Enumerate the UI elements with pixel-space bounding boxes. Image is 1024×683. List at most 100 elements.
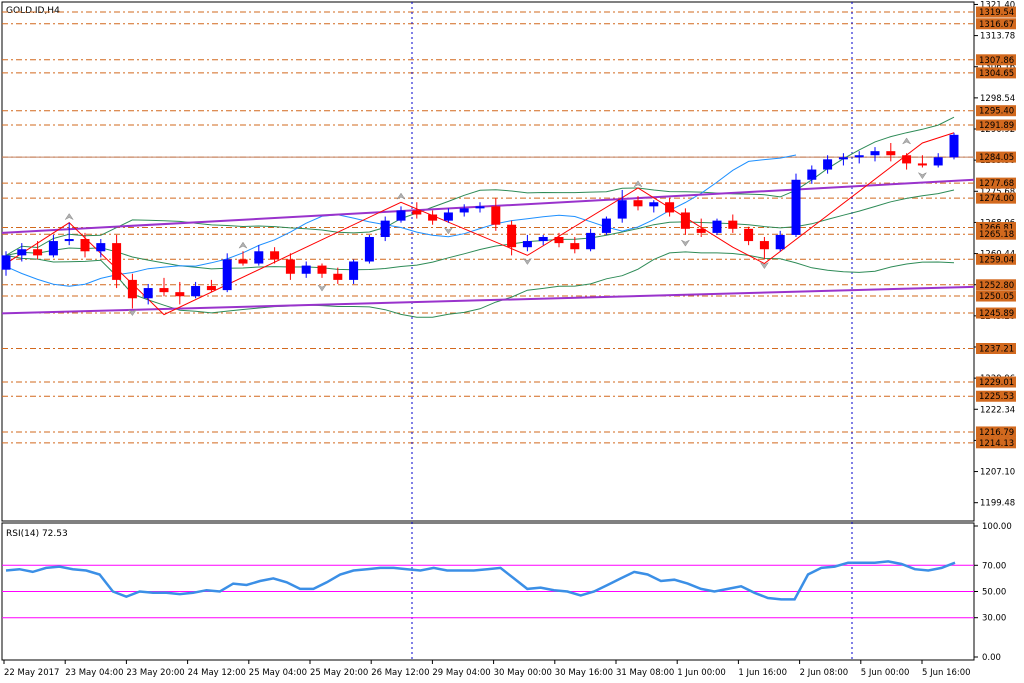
fractal-arrow xyxy=(443,227,454,235)
candle-body xyxy=(191,286,201,297)
candle-body xyxy=(538,236,548,242)
level-tag-label: 1225.53 xyxy=(979,392,1014,402)
candle-body xyxy=(333,273,343,280)
candle-body xyxy=(791,179,801,235)
candle-body xyxy=(112,243,122,280)
fractal-arrow xyxy=(317,284,327,292)
level-tag-bg xyxy=(976,119,1016,131)
time-label: 31 May 08:00 xyxy=(616,668,674,678)
price-tick-label: 1321.40 xyxy=(980,0,1015,10)
level-tag-label: 1259.04 xyxy=(979,255,1014,265)
level-tag-label: 1295.40 xyxy=(979,107,1014,117)
candle-body xyxy=(775,234,785,250)
candle-body xyxy=(601,218,611,233)
candle-body xyxy=(443,212,453,221)
rsi-tick-label: 100.00 xyxy=(982,522,1012,532)
time-label: 30 May 16:00 xyxy=(555,668,613,678)
time-label: 25 May 04:00 xyxy=(249,668,307,678)
fractal-arrow xyxy=(127,308,138,317)
time-label: 23 May 04:00 xyxy=(65,668,123,678)
level-tags: 1319.54 1316.67 1307.86 1304.65 1295.40 1291.… xyxy=(976,6,1016,449)
rsi-label: RSI(14) 72.53 xyxy=(6,529,68,539)
level-tag-bg xyxy=(976,67,1016,79)
time-label: 5 Jun 16:00 xyxy=(922,668,971,678)
channel-upper xyxy=(1,178,975,234)
time-label: 5 Jun 00:00 xyxy=(861,668,910,678)
bollinger-lower xyxy=(5,251,955,318)
time-label: 2 Jun 08:00 xyxy=(800,668,849,678)
time-label: 1 Jun 16:00 xyxy=(738,668,787,678)
rsi-indicator: 100.00 70.00 50.00 30.00 0.00 xyxy=(2,522,1012,663)
channel-lower xyxy=(1,285,975,315)
price-pane[interactable] xyxy=(1,1,975,522)
candle-body xyxy=(349,261,359,280)
level-tag-bg xyxy=(976,105,1016,117)
candle-body xyxy=(64,239,74,242)
candle-body xyxy=(522,241,532,248)
candle-body xyxy=(285,259,295,274)
candle-body xyxy=(933,157,943,166)
candle-body xyxy=(759,241,769,250)
candle-body xyxy=(617,200,627,219)
candle-body xyxy=(33,249,43,256)
rsi-tick-label: 30.00 xyxy=(982,614,1006,624)
candle-body xyxy=(854,155,864,158)
horizontal-levels xyxy=(2,11,974,444)
candle-body xyxy=(48,241,58,256)
candle-body xyxy=(380,220,390,237)
price-tick-label: 1313.78 xyxy=(980,32,1015,42)
candle-body xyxy=(586,232,596,250)
time-label: 22 May 2017 xyxy=(4,668,59,678)
candle-body xyxy=(317,265,327,274)
price-tick-label: 1298.54 xyxy=(980,94,1015,104)
candle-body xyxy=(301,265,311,274)
candle-body xyxy=(554,236,564,244)
candle-body xyxy=(570,243,580,250)
level-tag-bg xyxy=(976,376,1016,388)
fractal-arrow xyxy=(680,239,691,247)
level-tag-bg xyxy=(976,177,1016,189)
level-tag-bg xyxy=(976,192,1016,204)
candle-body xyxy=(159,288,169,293)
candle-body xyxy=(870,151,880,156)
candle-body xyxy=(902,155,912,164)
level-tag-bg xyxy=(976,54,1016,66)
level-tag-label: 1277.68 xyxy=(979,179,1014,189)
candle-body xyxy=(254,251,264,264)
fractal-arrow xyxy=(238,241,248,249)
candle-body xyxy=(459,208,469,213)
candle-body xyxy=(728,220,738,229)
candle-body xyxy=(744,228,754,242)
fractal-arrow xyxy=(759,261,770,270)
level-tag-bg xyxy=(976,228,1016,240)
level-tag-label: 1237.21 xyxy=(979,345,1014,355)
candle-body xyxy=(807,169,817,180)
time-label: 24 May 12:00 xyxy=(188,668,246,678)
level-tag-bg xyxy=(976,222,1016,234)
candle-body xyxy=(949,134,959,158)
candle-body xyxy=(175,292,185,297)
level-tag-label: 1229.01 xyxy=(979,378,1014,388)
rsi-tick-label: 0.00 xyxy=(982,653,1001,663)
candle-body xyxy=(396,210,406,221)
level-tag-label: 1274.00 xyxy=(979,194,1014,204)
level-tag-label: 1284.05 xyxy=(979,153,1014,163)
level-tag-bg xyxy=(976,307,1016,319)
level-tag-bg xyxy=(976,253,1016,265)
level-tag-label: 1291.89 xyxy=(979,121,1014,131)
level-tag-label: 1245.89 xyxy=(979,309,1014,319)
level-tag-bg xyxy=(976,151,1016,163)
level-tag-bg xyxy=(976,437,1016,449)
candles xyxy=(1,132,959,309)
fractal-arrow xyxy=(396,192,406,200)
candle-body xyxy=(491,206,501,225)
time-label: 29 May 04:00 xyxy=(432,668,490,678)
level-tag-bg xyxy=(976,290,1016,302)
level-tag-label: 1252.80 xyxy=(979,281,1014,291)
candle-body xyxy=(886,151,896,156)
candle-body xyxy=(80,239,90,252)
candle-body xyxy=(649,202,659,207)
price-tick-label: 1275.68 xyxy=(980,187,1015,197)
time-label: 25 May 20:00 xyxy=(310,668,368,678)
